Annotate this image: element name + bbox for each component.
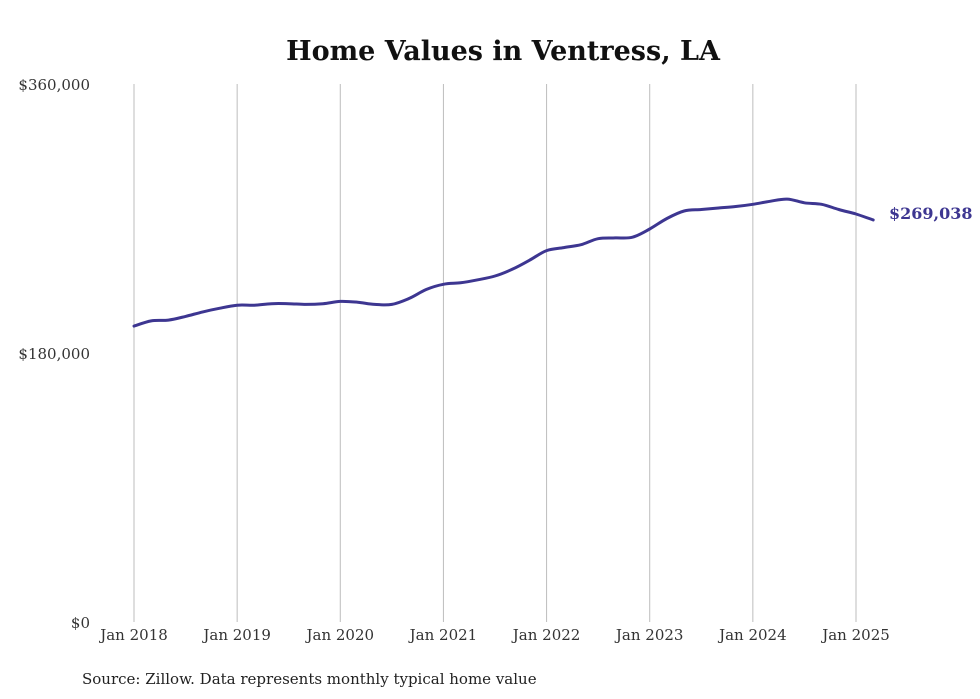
y-axis: $0 $180,000 $360,000 [18, 76, 90, 632]
x-tick-label: Jan 2022 [511, 626, 581, 644]
y-tick-label: $0 [71, 614, 90, 632]
x-tick-label: Jan 2024 [717, 626, 787, 644]
home-value-line [132, 197, 875, 328]
y-tick-label: $360,000 [18, 76, 90, 94]
x-tick-label: Jan 2019 [201, 626, 271, 644]
last-value-label: $269,038 [889, 204, 973, 223]
source-note: Source: Zillow. Data represents monthly … [82, 670, 537, 688]
x-tick-label: Jan 2021 [408, 626, 478, 644]
x-tick-label: Jan 2018 [98, 626, 168, 644]
grid [133, 84, 857, 622]
x-tick-label: Jan 2025 [820, 626, 890, 644]
series [132, 197, 875, 328]
x-tick-label: Jan 2023 [614, 626, 684, 644]
y-tick-label: $180,000 [18, 345, 90, 363]
chart-title: Home Values in Ventress, LA [286, 36, 721, 67]
x-axis: Jan 2018 Jan 2019 Jan 2020 Jan 2021 Jan 2022… [98, 626, 890, 644]
x-tick-label: Jan 2020 [305, 626, 375, 644]
